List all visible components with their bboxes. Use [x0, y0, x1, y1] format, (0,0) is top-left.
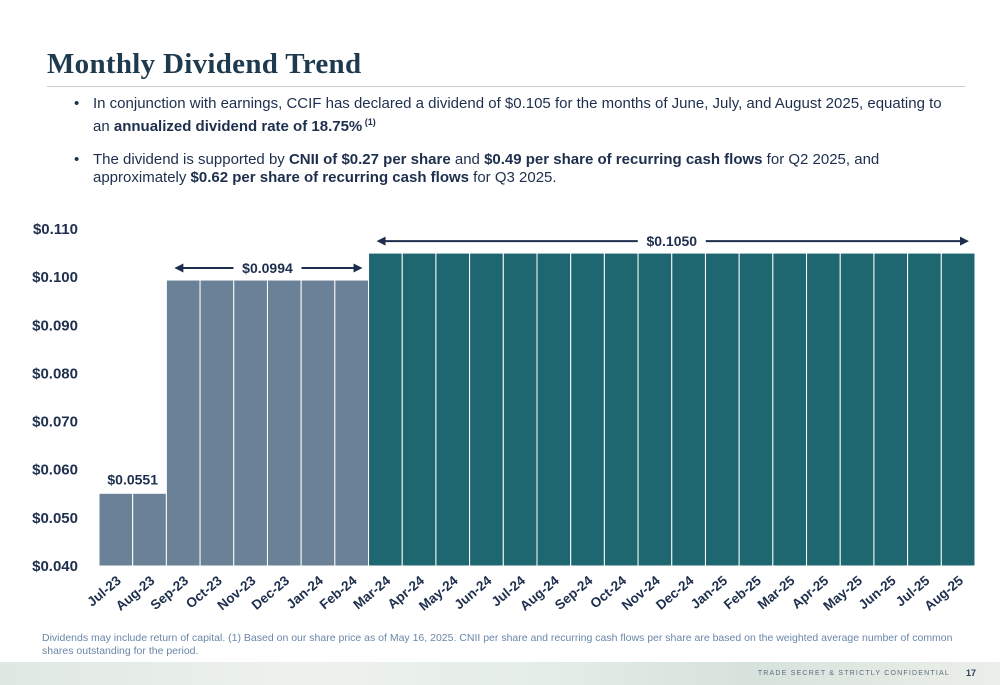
bullet-marker: • — [74, 95, 80, 112]
bar-jan-24 — [300, 279, 336, 567]
x-tick-label: May-25 — [820, 572, 865, 613]
footnote: Dividends may include return of capital.… — [42, 632, 953, 657]
bar-aug-23 — [132, 492, 167, 567]
bar-may-24 — [435, 252, 471, 567]
bullet-text-part-bold: $0.49 per share of recurring cash flows — [484, 151, 763, 168]
bullet-text-part: and — [450, 151, 485, 168]
bar-mar-25 — [772, 252, 808, 567]
bullet-text-part: for Q2 2025, and approximately — [93, 151, 880, 186]
confidentiality-notice: TRADE SECRET & STRICTLY CONFIDENTIAL — [757, 670, 950, 677]
bullet-text-part-bold: $0.62 per share of recurring cash flows — [190, 169, 469, 186]
x-tick-label: Mar-25 — [755, 572, 798, 612]
bar-feb-24 — [334, 279, 370, 567]
x-tick-label: Sep-23 — [148, 572, 192, 612]
bar-aug-25 — [940, 252, 976, 567]
x-tick-label: Aug-24 — [517, 572, 562, 613]
bar-jun-25 — [873, 252, 909, 567]
bar-oct-23 — [199, 279, 235, 567]
footer-band — [0, 662, 1000, 685]
bar-sep-24 — [570, 252, 605, 567]
x-tick-label: Jun-25 — [856, 572, 899, 612]
x-tick-label: Jun-24 — [451, 572, 494, 612]
bar-feb-25 — [738, 252, 774, 567]
x-tick-label: Sep-24 — [552, 572, 596, 612]
x-tick-label: Mar-24 — [350, 572, 393, 612]
x-tick-label: Feb-25 — [721, 572, 764, 612]
page-title: Monthly Dividend Trend — [47, 48, 362, 80]
data-label: $0.1050 — [646, 233, 697, 249]
y-tick-label: $0.100 — [32, 269, 78, 286]
bullet-item: • The dividend is supported by CNII of $… — [74, 151, 954, 187]
bar-mar-24 — [368, 252, 403, 567]
bullet-footnote-ref: (1) — [362, 117, 376, 127]
y-tick-label: $0.090 — [32, 317, 78, 334]
page-number: 17 — [965, 668, 976, 678]
bullet-text-part: for Q3 2025. — [469, 169, 557, 186]
y-tick-label: $0.060 — [32, 462, 78, 479]
bullet-marker: • — [74, 151, 80, 168]
y-tick-label: $0.070 — [32, 414, 78, 431]
x-tick-label: Aug-25 — [921, 572, 966, 613]
title-divider — [47, 86, 965, 87]
range-arrowhead-left — [174, 263, 184, 273]
bar-jun-24 — [469, 252, 504, 567]
range-arrowhead-right — [353, 263, 363, 273]
x-tick-label: Nov-24 — [619, 572, 664, 613]
bar-jul-25 — [907, 252, 942, 567]
bar-apr-24 — [401, 252, 437, 567]
bar-jul-23 — [98, 492, 134, 567]
bar-jul-24 — [502, 252, 538, 567]
x-tick-label: Dec-24 — [653, 572, 697, 612]
bullet-item: • In conjunction with earnings, CCIF has… — [74, 95, 954, 136]
bar-apr-25 — [806, 252, 841, 567]
y-tick-label: $0.040 — [32, 558, 78, 575]
bullet-text-part: In conjunction with earnings, CCIF has d… — [93, 95, 942, 135]
bullet-list: • In conjunction with earnings, CCIF has… — [74, 95, 954, 202]
y-tick-label: $0.080 — [32, 365, 78, 382]
x-tick-label: Dec-23 — [249, 572, 293, 612]
data-label: $0.0551 — [107, 471, 158, 487]
bar-jan-25 — [704, 252, 740, 567]
bullet-text-part: The dividend is supported by — [93, 151, 289, 168]
range-arrowhead-right — [960, 236, 969, 246]
y-tick-label: $0.110 — [33, 221, 78, 238]
bar-oct-24 — [603, 252, 639, 567]
bullet-text-part-bold: annualized dividend rate of 18.75% — [113, 118, 363, 135]
x-tick-label: Feb-24 — [317, 572, 360, 612]
x-tick-label: May-24 — [416, 572, 461, 613]
bar-may-25 — [839, 252, 875, 567]
bullet-text-part-bold: CNII of $0.27 per share — [288, 151, 451, 168]
x-tick-label: Aug-23 — [113, 572, 158, 613]
bar-dec-24 — [671, 252, 706, 567]
data-label: $0.0994 — [242, 260, 293, 276]
bar-sep-23 — [165, 279, 201, 567]
bar-nov-23 — [233, 279, 268, 567]
range-arrowhead-left — [376, 236, 386, 246]
bar-aug-24 — [536, 252, 572, 567]
y-tick-label: $0.050 — [32, 510, 78, 527]
dividend-bar-chart: $0.110 $0.100 $0.090 $0.080 $0.070 $0.060 $0.0… — [32, 221, 976, 614]
x-tick-label: Nov-23 — [214, 572, 259, 613]
bar-dec-23 — [266, 279, 302, 567]
bar-nov-24 — [637, 252, 673, 567]
